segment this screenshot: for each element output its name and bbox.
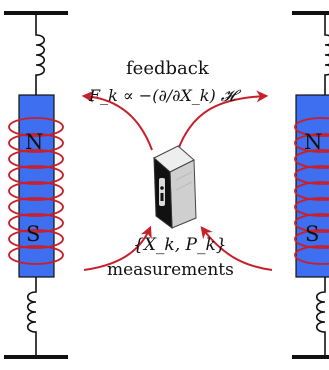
measured-variables-label: {X_k, P_k} [133,235,227,255]
right-coil [294,117,329,265]
right-magnet-south-label: S [305,222,320,246]
left-coil [8,117,64,265]
left-bottom-spring [26,277,37,357]
feedback-arrow-left [81,90,153,151]
measurement-arrow-right [200,226,273,271]
control-law-equation: F_k ∝ −(∂/∂X_k) 𝓗 [89,86,236,105]
feedback-arrow-right [177,90,269,151]
left-oscillator [4,11,68,359]
left-magnet [18,94,55,278]
right-top-spring [324,13,329,95]
measurement-arrow-left [83,225,152,271]
right-bottom-spring [315,277,326,357]
feedback-label: feedback [126,58,209,79]
left-magnet-south-label: S [26,222,41,246]
left-magnet-north-label: N [25,130,44,154]
measurements-label: measurements [107,260,234,280]
left-top-spring [35,13,46,95]
right-magnet-north-label: N [304,130,323,154]
computer-tower-icon [153,145,197,230]
right-oscillator [292,11,329,359]
signal-arrows [81,90,273,271]
